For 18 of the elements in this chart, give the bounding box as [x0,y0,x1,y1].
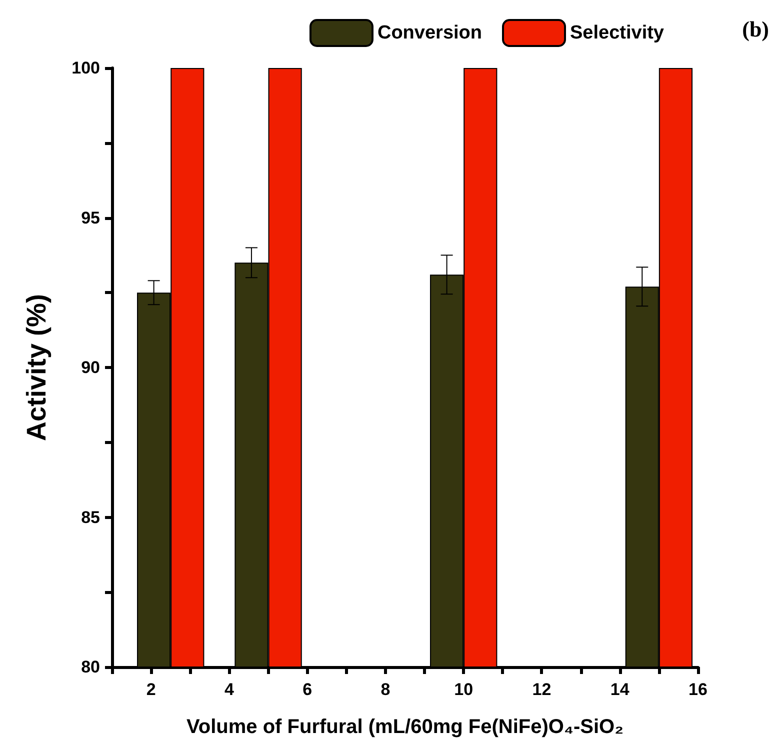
x-tick-label: 2 [146,680,156,699]
y-tick-label: 90 [81,358,100,377]
y-axis-title: Activity (%) [22,294,52,442]
y-tick-label: 95 [81,208,100,228]
x-tick-label: 10 [454,680,474,699]
x-tick-label: 8 [380,680,390,699]
x-tick-label: 4 [224,680,234,699]
x-tick-label: 14 [610,680,630,699]
y-tick-label: 85 [81,508,100,527]
x-tick-label: 6 [302,680,312,699]
text: (b) [742,16,770,42]
legend-label: Selectivity [570,22,664,44]
x-axis-title: Volume of Furfural (mL/60mg Fe(NiFe)O₄-SiO₂ [186,716,624,738]
x-tick-label: 16 [688,680,708,699]
y-tick-label: 100 [72,58,100,78]
legend-label: Conversion [377,22,482,44]
y-tick-label: 80 [81,658,100,676]
x-tick-label: 12 [532,680,552,699]
